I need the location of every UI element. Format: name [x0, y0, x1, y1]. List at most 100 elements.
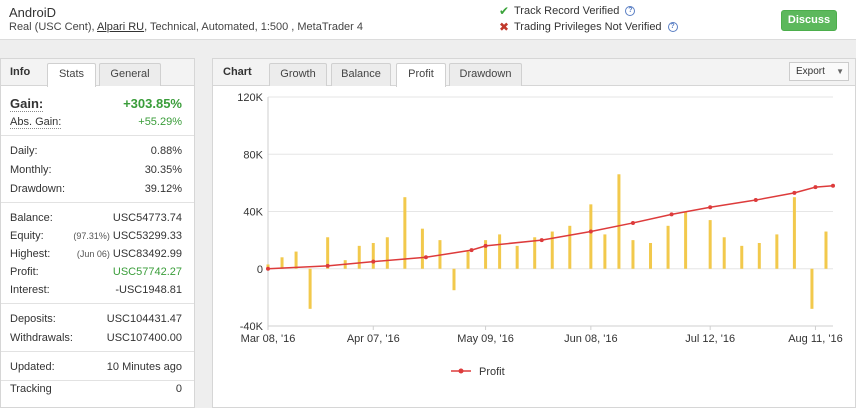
drawdown-label: Drawdown:	[10, 183, 66, 195]
tracking-value: 0	[175, 383, 182, 395]
info-tabs: Info Stats General	[1, 59, 194, 87]
daily-profit-bar	[357, 245, 361, 269]
tracking-label: Tracking	[10, 383, 52, 395]
daily-profit-bar	[466, 251, 470, 269]
tab-profit[interactable]: Profit	[396, 63, 446, 87]
divider	[1, 351, 194, 352]
gain-row: Gain: +303.85%	[10, 96, 182, 112]
daily-profit-bar	[385, 237, 389, 269]
trading-privileges-status: ✖ Trading Privileges Not Verified ?	[498, 20, 678, 34]
highest-date: (Jun 06)	[76, 249, 110, 259]
x-tick-label: Mar 08, '16	[241, 333, 296, 345]
highest-row: Highest: (Jun 06) USC83492.99	[10, 248, 182, 260]
abs-gain-row: Abs. Gain: +55.29%	[10, 116, 182, 129]
daily-profit-bar	[708, 220, 712, 269]
interest-label: Interest:	[10, 284, 50, 296]
tab-growth[interactable]: Growth	[269, 63, 327, 86]
account-name: AndroiD	[9, 5, 56, 20]
daily-profit-bar	[266, 264, 270, 269]
balance-row: Balance: USC54773.74	[10, 212, 182, 224]
monthly-value: 30.35%	[144, 164, 182, 176]
question-icon[interactable]: ?	[625, 6, 636, 16]
withdrawals-row: Withdrawals: USC107400.00	[10, 332, 182, 344]
y-tick-label: 120K	[237, 92, 263, 104]
profit-point	[753, 198, 758, 203]
tab-balance[interactable]: Balance	[331, 63, 391, 86]
divider	[1, 380, 194, 381]
question-icon[interactable]: ?	[667, 22, 678, 32]
profit-point	[831, 183, 835, 188]
daily-profit-bar	[666, 225, 670, 269]
discuss-button[interactable]: Discuss	[781, 10, 837, 31]
daily-profit-bar	[824, 231, 828, 269]
track-record-label: Track Record Verified	[514, 5, 620, 17]
profit-point	[483, 243, 488, 248]
daily-profit-bar	[740, 245, 744, 269]
chevron-down-icon: ▼	[836, 67, 844, 76]
gain-label: Gain:	[10, 96, 44, 112]
x-tick-label: May 09, '16	[457, 333, 514, 345]
track-record-status: ✔ Track Record Verified ?	[498, 4, 636, 18]
divider	[1, 303, 194, 304]
highest-label: Highest:	[10, 248, 51, 260]
profit-point	[813, 185, 818, 190]
profit-point	[539, 238, 544, 243]
deposits-value: USC104431.47	[106, 313, 182, 325]
daily-profit-bar	[649, 242, 653, 269]
check-icon: ✔	[498, 4, 510, 18]
monthly-row: Monthly: 30.35%	[10, 164, 182, 176]
highest-value: USC83492.99	[112, 248, 182, 260]
profit-point	[588, 229, 593, 234]
profit-point	[266, 266, 270, 271]
daily-profit-bar	[617, 174, 621, 269]
abs-gain-value: +55.29%	[138, 116, 182, 128]
x-tick-label: Aug 11, '16	[788, 333, 843, 345]
account-details: , Technical, Automated, 1:500 , MetaTrad…	[144, 21, 364, 33]
account-type: Real (USC Cent),	[9, 21, 98, 33]
daily-profit-bar	[452, 268, 456, 291]
tab-stats[interactable]: Stats	[47, 63, 96, 87]
profit-line	[267, 184, 834, 270]
cross-icon: ✖	[498, 20, 510, 34]
tab-drawdown[interactable]: Drawdown	[449, 63, 522, 86]
daily-profit-bar	[294, 251, 298, 269]
daily-value: 0.88%	[150, 145, 182, 157]
export-dropdown[interactable]: Export ▼	[789, 62, 849, 81]
equity-value: USC53299.33	[112, 230, 182, 242]
daily-profit-bar	[757, 242, 761, 269]
tab-general[interactable]: General	[99, 63, 161, 86]
x-tick-label: Jun 08, '16	[564, 333, 617, 345]
info-panel: Info Stats General Gain: +303.85% Abs. G…	[0, 58, 195, 408]
daily-profit-bar	[515, 245, 519, 269]
profit-chart: -40K 0 40K 80K 120K Mar 08, '16 Apr 07, '16 May…	[237, 92, 843, 378]
withdrawals-label: Withdrawals:	[10, 332, 73, 344]
chart-tabs: Chart Growth Balance Profit Drawdown Exp…	[213, 59, 855, 87]
profit-point	[325, 263, 330, 268]
profit-point	[792, 190, 797, 195]
divider	[1, 202, 194, 203]
profit-point	[630, 220, 635, 225]
daily-profit-bar	[722, 237, 726, 269]
daily-profit-bar	[631, 240, 635, 269]
daily-profit-bar	[589, 204, 593, 269]
equity-label: Equity:	[10, 230, 44, 242]
export-label: Export	[796, 66, 825, 77]
updated-row: Updated: 10 Minutes ago	[10, 361, 182, 373]
daily-profit-bar	[326, 237, 330, 269]
daily-profit-bar	[792, 197, 796, 269]
divider	[1, 135, 194, 136]
updated-value: 10 Minutes ago	[106, 361, 182, 373]
withdrawals-value: USC107400.00	[106, 332, 182, 344]
info-title: Info	[10, 66, 31, 78]
tracking-row: Tracking 0	[10, 383, 182, 395]
drawdown-value: 39.12%	[144, 183, 182, 195]
equity-percent: (97.31%)	[73, 231, 110, 241]
gain-value: +303.85%	[123, 96, 182, 111]
deposits-row: Deposits: USC104431.47	[10, 313, 182, 325]
drawdown-row: Drawdown: 39.12%	[10, 183, 182, 195]
daily-profit-bar	[684, 211, 688, 269]
broker-link[interactable]: Alpari RU	[97, 21, 145, 33]
daily-profit-bar	[484, 240, 488, 269]
daily-profit-bar	[568, 225, 572, 269]
profit-point	[669, 212, 674, 217]
